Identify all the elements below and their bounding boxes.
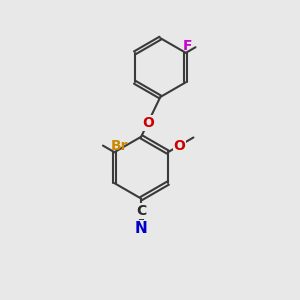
Text: N: N: [135, 220, 148, 236]
Text: O: O: [173, 139, 185, 153]
Text: Br: Br: [111, 139, 129, 153]
Text: C: C: [136, 204, 146, 218]
Text: F: F: [183, 39, 193, 53]
Text: O: O: [142, 116, 154, 130]
